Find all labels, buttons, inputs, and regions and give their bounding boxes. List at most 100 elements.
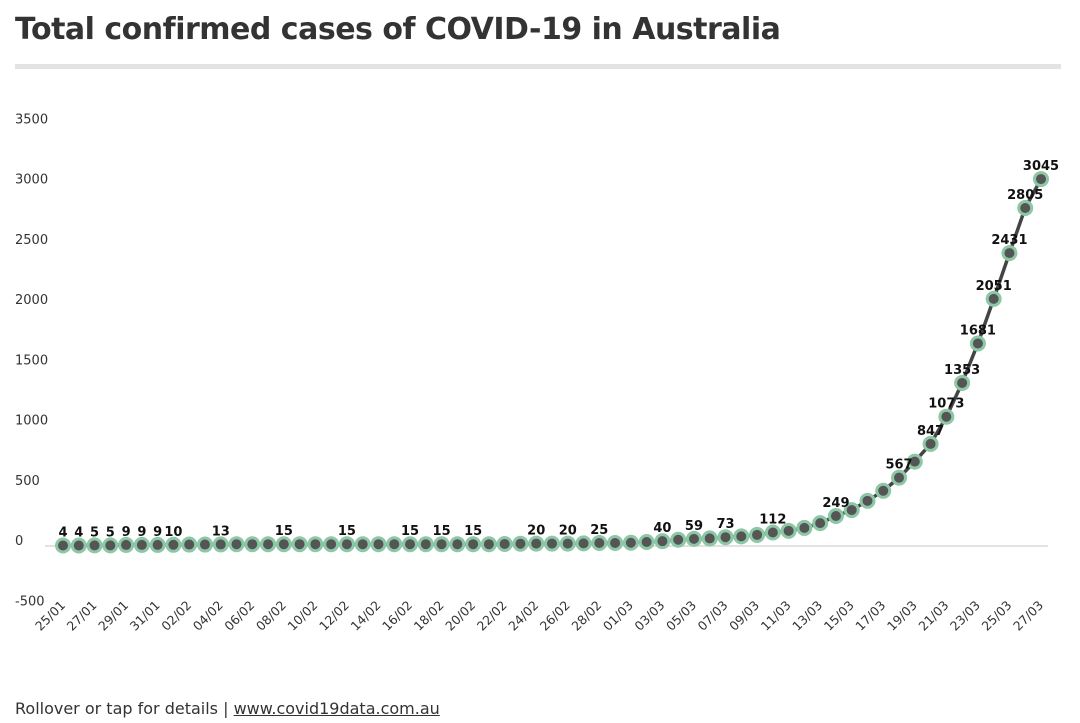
- data-label: 4: [74, 526, 83, 541]
- data-point[interactable]: [685, 530, 702, 547]
- x-tick-label: 11/03: [758, 598, 794, 634]
- data-point[interactable]: [749, 526, 766, 543]
- data-point[interactable]: [638, 534, 655, 551]
- y-tick-label: 2500: [15, 233, 48, 248]
- data-point[interactable]: [55, 537, 71, 554]
- data-label: 1681: [960, 323, 996, 338]
- data-point[interactable]: [449, 536, 466, 553]
- data-label: 2431: [991, 233, 1027, 248]
- data-point[interactable]: [480, 536, 497, 553]
- source-link[interactable]: www.covid19data.com.au: [233, 699, 440, 718]
- data-point[interactable]: [228, 536, 245, 553]
- x-tick-label: 21/03: [915, 598, 951, 634]
- y-tick-label: 500: [15, 474, 40, 489]
- data-point[interactable]: [307, 536, 324, 553]
- data-point[interactable]: [654, 533, 671, 550]
- data-point[interactable]: [559, 535, 576, 552]
- data-point[interactable]: [102, 537, 119, 554]
- data-point[interactable]: [291, 536, 308, 553]
- data-point[interactable]: [196, 536, 213, 553]
- data-label: 15: [275, 524, 293, 539]
- data-point[interactable]: [891, 469, 908, 486]
- x-tick-label: 22/02: [474, 598, 510, 634]
- data-point[interactable]: [670, 531, 687, 548]
- data-point[interactable]: [575, 535, 592, 552]
- data-point[interactable]: [859, 492, 876, 509]
- data-point[interactable]: [827, 507, 844, 524]
- data-point[interactable]: [244, 536, 261, 553]
- data-point[interactable]: [496, 535, 513, 552]
- data-label: 5: [106, 525, 115, 540]
- data-point[interactable]: [1001, 245, 1018, 262]
- data-point[interactable]: [402, 536, 419, 553]
- x-tick-label: 27/01: [64, 598, 100, 634]
- x-tick-label: 16/02: [379, 598, 415, 634]
- data-point[interactable]: [733, 528, 750, 545]
- data-point[interactable]: [370, 536, 387, 553]
- data-point[interactable]: [354, 536, 371, 553]
- data-point[interactable]: [165, 536, 182, 553]
- x-tick-label: 26/02: [537, 598, 573, 634]
- data-label: 15: [401, 524, 419, 539]
- y-tick-label: 3500: [15, 112, 48, 127]
- data-point[interactable]: [118, 536, 135, 553]
- data-point[interactable]: [796, 519, 813, 536]
- data-point[interactable]: [607, 534, 624, 551]
- data-point[interactable]: [717, 529, 734, 546]
- data-label: 847: [917, 424, 944, 439]
- x-tick-label: 05/03: [663, 598, 699, 634]
- data-point[interactable]: [906, 453, 923, 470]
- data-label: 9: [122, 525, 131, 540]
- data-point[interactable]: [149, 536, 166, 553]
- series-line: [63, 178, 1043, 548]
- data-point[interactable]: [812, 515, 829, 532]
- x-tick-label: 28/02: [568, 598, 604, 634]
- data-point[interactable]: [764, 524, 781, 541]
- data-point[interactable]: [433, 536, 450, 553]
- data-point[interactable]: [260, 536, 277, 553]
- data-point[interactable]: [622, 534, 639, 551]
- data-point[interactable]: [780, 522, 797, 539]
- x-tick-label: 07/03: [695, 598, 731, 634]
- data-point[interactable]: [528, 535, 545, 552]
- data-label: 20: [527, 524, 545, 539]
- data-point[interactable]: [181, 536, 198, 553]
- data-label: 1353: [944, 363, 980, 378]
- data-point[interactable]: [843, 502, 860, 519]
- data-point[interactable]: [985, 290, 1002, 307]
- data-point[interactable]: [591, 534, 608, 551]
- data-point[interactable]: [701, 530, 718, 547]
- data-point[interactable]: [386, 536, 403, 553]
- data-point[interactable]: [938, 408, 955, 425]
- data-point[interactable]: [969, 335, 986, 352]
- x-axis: 25/0127/0129/0131/0102/0204/0206/0208/02…: [32, 598, 1046, 634]
- y-axis: -500 0 500 1000 1500 2000 2500 3000 3500: [15, 112, 48, 609]
- data-point[interactable]: [275, 536, 292, 553]
- data-label: 20: [559, 524, 577, 539]
- x-tick-label: 19/03: [884, 598, 920, 634]
- data-label: 9: [153, 525, 162, 540]
- data-point[interactable]: [875, 482, 892, 499]
- data-labels: 4 4 5 5 9 9 9 10 13 15 15 15 15 15 20 20 25 40 59 73 1122495…: [58, 159, 1059, 540]
- data-point[interactable]: [954, 374, 971, 391]
- data-point[interactable]: [465, 536, 482, 553]
- data-point[interactable]: [1017, 199, 1034, 216]
- data-point[interactable]: [1033, 171, 1049, 188]
- data-point[interactable]: [212, 536, 229, 553]
- y-tick-label: 0: [15, 534, 23, 549]
- data-point[interactable]: [512, 535, 529, 552]
- data-point[interactable]: [544, 535, 560, 552]
- data-point[interactable]: [133, 536, 150, 553]
- data-point[interactable]: [70, 537, 87, 554]
- data-label: 112: [759, 513, 786, 528]
- x-tick-label: 25/03: [978, 598, 1014, 634]
- data-point[interactable]: [86, 537, 103, 554]
- data-point[interactable]: [417, 536, 434, 553]
- data-point[interactable]: [323, 536, 340, 553]
- x-tick-label: 18/02: [411, 598, 447, 634]
- data-point[interactable]: [922, 435, 939, 452]
- data-point[interactable]: [338, 536, 355, 553]
- x-tick-label: 31/01: [127, 598, 163, 634]
- data-label: 3045: [1023, 159, 1059, 174]
